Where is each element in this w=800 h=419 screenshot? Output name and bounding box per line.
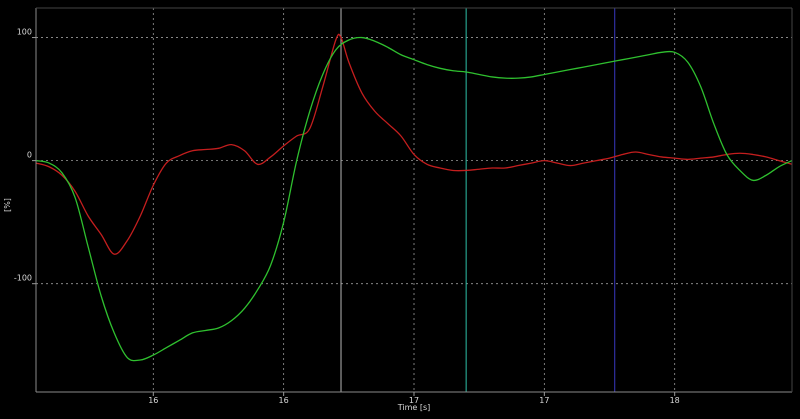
x-tick-label: 16 <box>148 396 158 405</box>
y-tick-label: 100 <box>17 28 32 37</box>
tick-layer: 16 16 17 17 18 100 0 -100 <box>14 28 680 405</box>
x-tick-label: 18 <box>670 396 680 405</box>
series-line-0 <box>35 33 793 255</box>
x-tick-label: 16 <box>279 396 289 405</box>
series-line-1 <box>35 36 793 362</box>
x-axis-label: Time [s] <box>397 403 431 412</box>
grid-layer <box>36 8 792 392</box>
x-tick-label: 17 <box>409 396 419 405</box>
y-tick-label: -100 <box>14 274 32 283</box>
y-tick-label: 0 <box>27 151 32 160</box>
y-axis-label: [%] <box>3 198 12 212</box>
series-layer <box>35 33 793 362</box>
x-tick-label: 17 <box>539 396 549 405</box>
